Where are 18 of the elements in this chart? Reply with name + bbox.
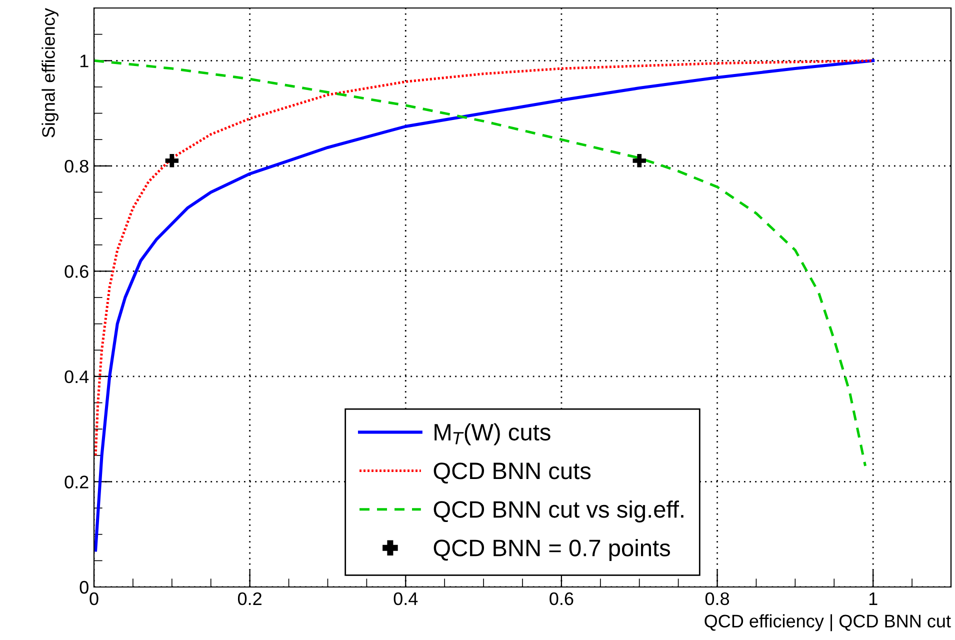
y-tick-label: 0.6 [64, 265, 88, 278]
legend-label: M$_{T}$(W) cuts [434, 423, 550, 446]
y-tick-label: 0.2 [64, 476, 88, 488]
legend-label: QCD BNN = 0.7 points [434, 539, 670, 562]
x-tick-label: 0 [90, 592, 98, 606]
x-tick-label: 1 [869, 592, 878, 605]
y-tick-label: 1 [80, 54, 88, 68]
x-tick-label: 0.2 [238, 592, 262, 606]
y-axis-title: Signal efficiency [42, 8, 58, 138]
legend-label: QCD BNN cut vs sig.eff. [434, 500, 684, 522]
x-tick-label: 0.6 [550, 592, 574, 606]
x-tick-label: 0.4 [394, 592, 418, 606]
legend-label: QCD BNN cuts [434, 462, 591, 484]
x-axis-title: QCD efficiency | QCD BNN cut [704, 614, 951, 632]
y-tick-label: 0 [80, 580, 88, 594]
y-tick-label: 0.8 [64, 160, 88, 173]
x-tick-label: 0.8 [705, 592, 730, 606]
y-tick-label: 0.4 [64, 370, 89, 384]
